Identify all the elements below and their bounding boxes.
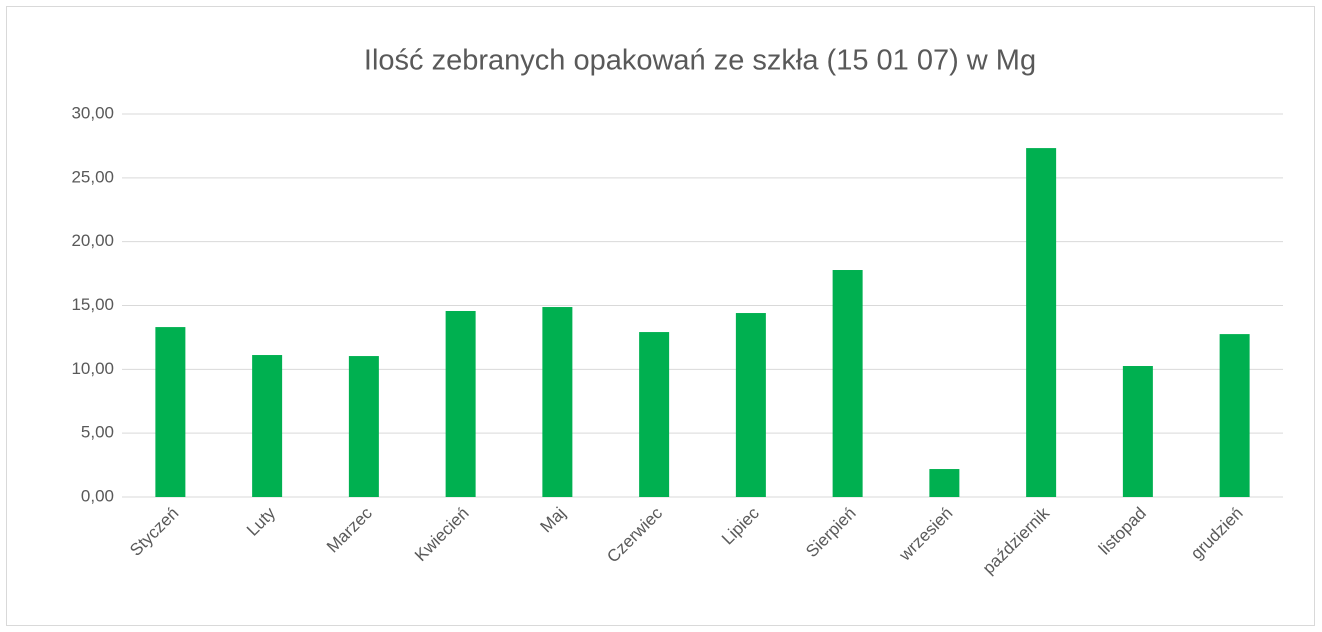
y-tick-label: 15,00	[71, 295, 114, 314]
y-tick-label: 20,00	[71, 231, 114, 250]
bar	[1026, 148, 1057, 497]
bar	[639, 332, 670, 497]
bar	[1122, 366, 1153, 497]
bar	[832, 270, 863, 497]
chart-frame	[6, 6, 1315, 626]
y-tick-label: 0,00	[81, 486, 114, 505]
bar	[1219, 334, 1250, 497]
bar	[542, 307, 573, 497]
bar	[155, 327, 186, 497]
bar	[735, 313, 766, 497]
bar	[348, 356, 379, 497]
y-tick-label: 30,00	[71, 103, 114, 122]
y-tick-label: 5,00	[81, 423, 114, 442]
y-tick-label: 25,00	[71, 167, 114, 186]
bar	[252, 355, 283, 497]
bar	[445, 310, 476, 497]
y-tick-label: 10,00	[71, 359, 114, 378]
chart-title: Ilość zebranych opakowań ze szkła (15 01…	[364, 45, 1036, 77]
bar	[929, 469, 960, 497]
